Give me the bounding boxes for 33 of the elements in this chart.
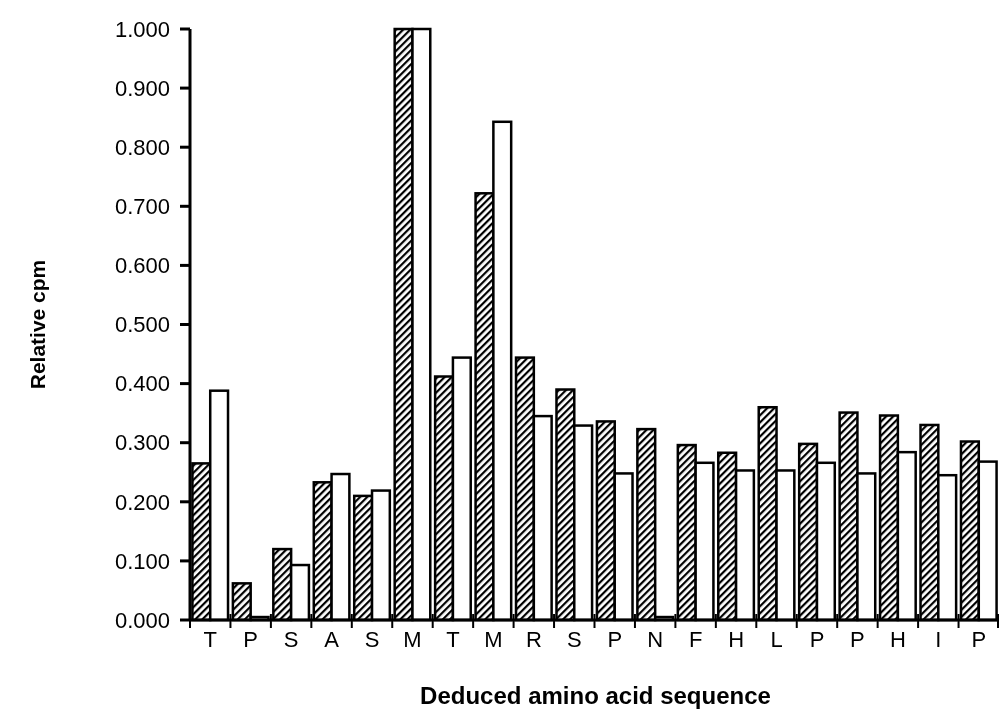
x-tick-label: P (971, 627, 987, 652)
x-tick-label: T (203, 627, 217, 652)
x-tick-label: A (324, 627, 340, 652)
x-tick-label: N (647, 627, 664, 652)
y-tick-label: 0.700 (114, 194, 170, 219)
x-tick-label: P (607, 627, 623, 652)
y-tick-label: 0.400 (114, 371, 170, 397)
x-tick-label: T (446, 627, 460, 652)
x-axis-title: Deduced amino acid sequence (420, 682, 771, 709)
y-tick-label: 0.600 (114, 253, 170, 279)
x-tick-label: S (283, 627, 299, 652)
x-tick-label: H (728, 627, 745, 652)
x-tick-label: M (484, 627, 503, 652)
y-tick-label: 0.000 (114, 607, 170, 633)
x-tick-label: F (688, 627, 703, 652)
x-tick-label: S (566, 627, 582, 652)
y-axis-title: Relative cpm (26, 259, 49, 390)
x-tick-label: L (770, 627, 783, 652)
x-tick-label: P (850, 627, 865, 652)
x-tick-label: M (403, 627, 422, 652)
y-tick-label: 0.200 (114, 489, 170, 515)
x-tick-label: S (364, 627, 380, 652)
y-tick-label: 1.000 (114, 16, 170, 42)
x-tick-label: P (809, 627, 825, 652)
y-tick-label: 0.100 (114, 548, 170, 574)
x-tick-label: P (243, 627, 259, 652)
x-tick-label: H (889, 627, 906, 652)
x-tick-label: R (525, 627, 542, 652)
y-tick-label: 0.800 (114, 134, 170, 160)
y-tick-label: 0.900 (114, 75, 170, 101)
y-tick-label: 0.300 (114, 430, 170, 456)
x-tick-label: I (935, 627, 942, 652)
y-tick-label: 0.500 (114, 312, 170, 338)
